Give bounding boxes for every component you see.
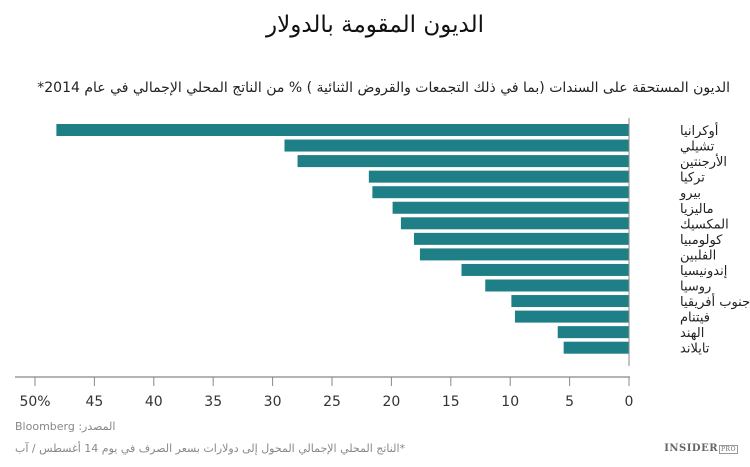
- category-label: تشيلي: [680, 140, 715, 155]
- category-label: الفلبين: [680, 248, 716, 263]
- x-tick-label: 35: [204, 394, 222, 410]
- category-label: ماليزيا: [680, 202, 714, 217]
- bar: [284, 139, 629, 152]
- bar: [372, 186, 629, 199]
- bar: [392, 201, 629, 214]
- category-label: تايلاند: [680, 342, 710, 357]
- category-label: الأرجنتين: [680, 153, 727, 170]
- logo-text: INSIDER: [664, 443, 719, 454]
- x-tick-label: 45: [85, 394, 103, 410]
- x-tick-label: 25: [323, 394, 341, 410]
- category-label: تركيا: [680, 171, 705, 186]
- bar: [400, 217, 629, 230]
- category-label: إندونيسيا: [680, 264, 727, 279]
- bar: [485, 279, 629, 292]
- category-label: المكسيك: [680, 217, 729, 232]
- bar: [557, 326, 629, 339]
- bar: [511, 295, 629, 308]
- chart-title: الديون المقومة بالدولار: [266, 12, 484, 38]
- category-label: الهند: [680, 326, 704, 341]
- bar: [368, 170, 629, 183]
- bar: [514, 310, 629, 323]
- chart-subtitle: الديون المستحقة على السندات (بما في ذلك …: [37, 80, 730, 96]
- category-label: كولومبيا: [680, 233, 723, 248]
- bar: [56, 124, 630, 136]
- x-tick-label: 15: [442, 394, 460, 410]
- category-label: بيرو: [679, 186, 701, 201]
- bar: [297, 155, 629, 168]
- x-tick-label: 10: [501, 394, 519, 410]
- category-label: فيتنام: [680, 311, 710, 326]
- x-tick-label: 0: [625, 394, 634, 410]
- x-tick-label: 30: [264, 394, 282, 410]
- x-tick-label: 50%: [19, 394, 50, 410]
- source-note: المصدر: Bloomberg: [15, 420, 116, 433]
- x-tick-label: 5: [565, 394, 574, 410]
- bar: [419, 248, 629, 261]
- footnote: *الناتج المحلي الإجمالي المحول إلى دولار…: [15, 442, 406, 455]
- x-tick-label: 40: [145, 394, 163, 410]
- category-label: أوكرانيا: [680, 122, 718, 139]
- insider-pro-logo: INSIDER PRO: [664, 443, 738, 454]
- category-label: جنوب أفريقيا: [680, 293, 750, 310]
- x-tick-label: 20: [382, 394, 400, 410]
- bar: [413, 232, 629, 245]
- logo-badge: PRO: [719, 445, 738, 454]
- bar: [461, 263, 629, 276]
- category-label: روسيا: [680, 280, 711, 295]
- bar: [563, 341, 629, 354]
